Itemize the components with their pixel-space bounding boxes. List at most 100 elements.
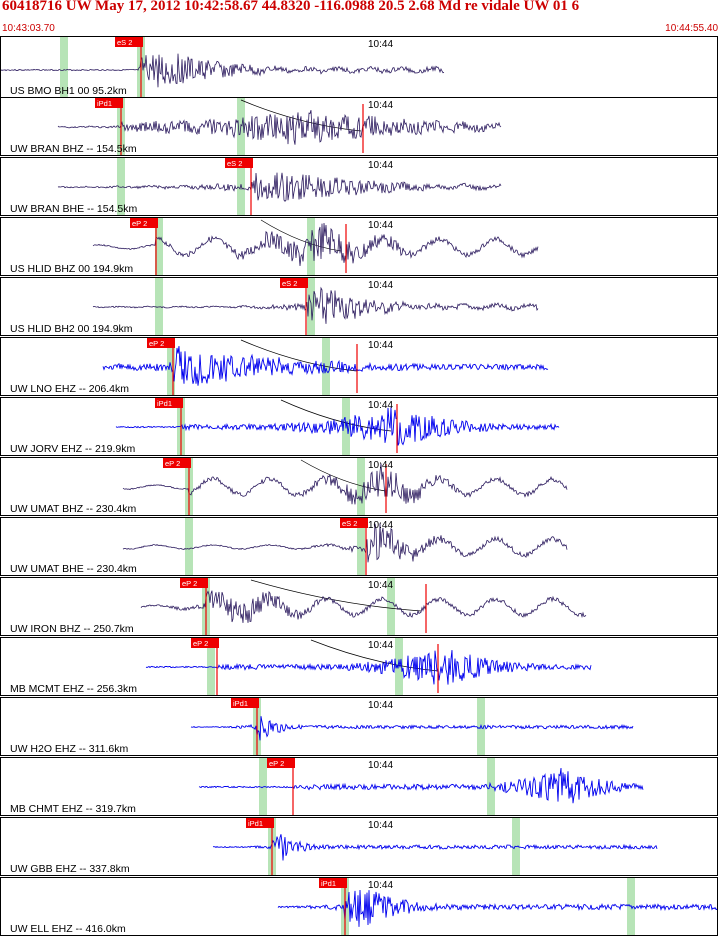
station-label: UW ELL EHZ -- 416.0km — [10, 923, 126, 935]
station-label: MB MCMT EHZ -- 256.3km — [10, 683, 137, 695]
waveform-trace — [198, 767, 644, 804]
station-label: UW UMAT BHE -- 230.4km — [10, 563, 137, 575]
waveform-trace — [140, 590, 587, 623]
pick-tag[interactable] — [225, 158, 253, 168]
seismogram-plot: eS 2 — [1, 37, 445, 97]
pick-tag-label: eP 2 — [132, 219, 147, 228]
seismogram-plot: eP 2 — [140, 578, 587, 635]
seismogram-panel[interactable]: iPd1 10:44 UW BRAN BHZ -- 154.5km — [0, 97, 718, 156]
seismogram-panel[interactable]: eS 2 10:44 UW BRAN BHE -- 154.5km — [0, 157, 718, 216]
station-label: UW UMAT BHZ -- 230.4km — [10, 503, 137, 515]
pick-tag-label: eP 2 — [149, 339, 164, 348]
minute-tick-label: 10:44 — [368, 340, 394, 351]
pick-tag-label: eP 2 — [165, 459, 180, 468]
minute-tick-label: 10:44 — [368, 220, 394, 231]
waveform-trace — [277, 889, 717, 927]
pick-tag[interactable] — [163, 458, 191, 468]
minute-tick-label: 10:44 — [368, 39, 394, 50]
pick-tag[interactable] — [231, 698, 259, 708]
pick-tag-label: eS 2 — [117, 38, 132, 47]
travel-time-curve — [310, 639, 439, 672]
station-label: US HLID BHZ 00 194.9km — [10, 263, 134, 275]
seismogram-panel[interactable]: iPd1 10:44 UW H2O EHZ -- 311.6km — [0, 697, 718, 756]
seismogram-panel[interactable]: eP 2 10:44 MB MCMT EHZ -- 256.3km — [0, 637, 718, 696]
pick-tag-label: iPd1 — [157, 399, 172, 408]
pick-tag[interactable] — [155, 398, 183, 408]
waveform-trace — [57, 172, 502, 202]
seismogram-plot: eS 2 — [92, 278, 539, 335]
pick-tag[interactable] — [246, 818, 274, 828]
phase-window-marker — [237, 158, 245, 215]
seismogram-panel[interactable]: eP 2 10:44 UW IRON BHZ -- 250.7km — [0, 577, 718, 636]
phase-window-marker — [155, 278, 163, 335]
seismogram-plot: eP 2 — [145, 638, 592, 695]
pick-tag-label: eS 2 — [342, 519, 357, 528]
seismogram-panel[interactable]: eP 2 10:44 MB CHMT EHZ -- 319.7km — [0, 757, 718, 816]
seismogram-panel[interactable]: eP 2 10:44 UW UMAT BHZ -- 230.4km — [0, 457, 718, 516]
seismogram-panel[interactable]: iPd1 10:44 UW ELL EHZ -- 416.0km — [0, 877, 718, 936]
pick-tag-label: iPd1 — [321, 879, 336, 888]
station-label: UW LNO EHZ -- 206.4km — [10, 383, 130, 395]
pick-tag-label: eP 2 — [193, 639, 208, 648]
pick-tag[interactable] — [115, 37, 143, 47]
travel-time-curve — [260, 219, 342, 252]
waveform-trace — [92, 286, 539, 324]
pick-tag[interactable] — [130, 218, 158, 228]
seismogram-panel[interactable]: eS 2 10:44 US BMO BH1 00 95.2km — [0, 36, 718, 98]
seismogram-panel[interactable]: iPd1 10:44 UW GBB EHZ -- 337.8km — [0, 817, 718, 876]
seismogram-plot: iPd1 — [190, 698, 634, 755]
phase-window-marker — [259, 758, 267, 815]
seismogram-panel[interactable]: eS 2 10:44 UW UMAT BHE -- 230.4km — [0, 517, 718, 576]
pick-tag[interactable] — [319, 878, 347, 888]
phase-window-marker — [117, 158, 125, 215]
waveform-trace — [102, 346, 549, 386]
event-title: 60418716 UW May 17, 2012 10:42:58.67 44.… — [2, 0, 580, 14]
pick-tag[interactable] — [147, 338, 175, 348]
station-label: UW JORV EHZ -- 219.9km — [10, 443, 136, 455]
minute-tick-label: 10:44 — [368, 280, 394, 291]
minute-tick-label: 10:44 — [368, 400, 394, 411]
pick-tag[interactable] — [180, 578, 208, 588]
waveform-trace — [212, 834, 658, 861]
seismogram-plot: iPd1 — [115, 398, 560, 455]
phase-window-marker — [357, 458, 365, 515]
minute-tick-label: 10:44 — [368, 880, 394, 891]
pick-tag[interactable] — [280, 278, 308, 288]
travel-time-curve — [250, 579, 422, 612]
waveform-trace — [92, 222, 539, 267]
seismogram-plot: eP 2 — [122, 458, 568, 515]
seismogram-plot: iPd1 — [57, 98, 502, 155]
waveform-trace — [57, 109, 502, 145]
window-start-time: 10:43:03.70 — [2, 23, 55, 34]
waveform-trace — [1, 53, 445, 88]
minute-tick-label: 10:44 — [368, 580, 394, 591]
waveform-trace — [122, 523, 568, 563]
phase-window-marker — [155, 218, 163, 275]
seismogram-panel[interactable]: iPd1 10:44 UW JORV EHZ -- 219.9km — [0, 397, 718, 456]
station-label: US BMO BH1 00 95.2km — [10, 85, 127, 97]
pick-tag[interactable] — [191, 638, 219, 648]
station-label: UW BRAN BHZ -- 154.5km — [10, 143, 137, 155]
pick-tag-label: eS 2 — [282, 279, 297, 288]
pick-tag[interactable] — [340, 518, 368, 528]
phase-window-marker — [395, 638, 403, 695]
minute-tick-label: 10:44 — [368, 100, 394, 111]
pick-tag-label: eP 2 — [269, 759, 284, 768]
pick-tag[interactable] — [95, 98, 123, 108]
seismogram-panel[interactable]: eP 2 10:44 US HLID BHZ 00 194.9km — [0, 217, 718, 276]
header-bar: 60418716 UW May 17, 2012 10:42:58.67 44.… — [0, 0, 720, 34]
seismogram-plot: eP 2 — [92, 218, 539, 275]
station-label: US HLID BH2 00 194.9km — [10, 323, 133, 335]
minute-tick-label: 10:44 — [368, 640, 394, 651]
seismogram-plot: iPd1 — [212, 818, 658, 875]
pick-tag-label: iPd1 — [248, 819, 263, 828]
seismogram-plot: iPd1 — [277, 878, 717, 935]
pick-tag-label: iPd1 — [97, 99, 112, 108]
waveform-trace — [122, 463, 568, 505]
waveform-trace — [115, 407, 560, 446]
pick-tag-label: eS 2 — [227, 159, 242, 168]
pick-tag-label: iPd1 — [233, 699, 248, 708]
pick-tag[interactable] — [267, 758, 295, 768]
seismogram-panel[interactable]: eS 2 10:44 US HLID BH2 00 194.9km — [0, 277, 718, 336]
seismogram-panel[interactable]: eP 2 10:44 UW LNO EHZ -- 206.4km — [0, 337, 718, 396]
